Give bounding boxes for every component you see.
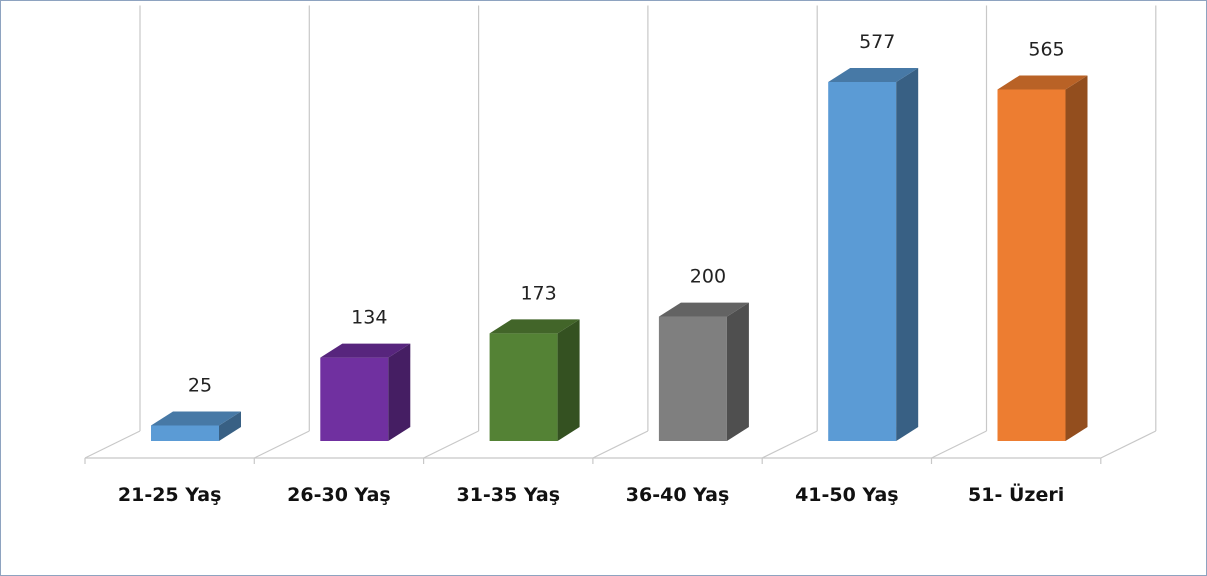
bar-side bbox=[1065, 75, 1088, 442]
bar-side bbox=[557, 319, 580, 441]
bar-front[interactable] bbox=[997, 89, 1066, 442]
x-tick-label: 51- Üzeri bbox=[968, 482, 1064, 506]
x-tick-label: 26-30 Yaş bbox=[287, 484, 391, 506]
bar-side bbox=[896, 68, 919, 441]
bar-top bbox=[489, 319, 580, 334]
bar-top bbox=[151, 411, 241, 426]
x-tick-label: 31-35 Yaş bbox=[456, 484, 560, 506]
data-label: 577 bbox=[859, 31, 895, 53]
data-label: 200 bbox=[690, 266, 726, 288]
bar-front[interactable] bbox=[658, 316, 727, 441]
data-label: 25 bbox=[188, 374, 212, 396]
bar-front[interactable] bbox=[828, 82, 897, 441]
bar-front[interactable] bbox=[489, 333, 558, 441]
floor-gridline bbox=[423, 430, 479, 459]
x-tick-label: 36-40 Yaş bbox=[626, 484, 730, 506]
bar-top bbox=[658, 302, 749, 317]
bar-side bbox=[219, 411, 241, 441]
bar-front[interactable] bbox=[151, 425, 219, 441]
floor-gridline bbox=[1100, 430, 1157, 459]
bar-top bbox=[320, 343, 411, 358]
data-label: 173 bbox=[520, 282, 556, 304]
floor-gridline bbox=[254, 430, 310, 459]
floor-gridline bbox=[761, 430, 818, 459]
bar-side bbox=[388, 343, 411, 441]
bar-front[interactable] bbox=[320, 357, 389, 441]
x-tick-label: 21-25 Yaş bbox=[118, 484, 222, 506]
bar-top bbox=[997, 75, 1088, 90]
floor-gridline bbox=[931, 430, 987, 459]
data-label: 565 bbox=[1028, 38, 1064, 60]
x-tick-label: 41-50 Yaş bbox=[795, 484, 899, 506]
floor-gridline bbox=[592, 430, 649, 459]
floor-gridline bbox=[84, 430, 141, 459]
bar-side bbox=[726, 302, 749, 441]
bar-top bbox=[828, 68, 919, 82]
data-label: 134 bbox=[351, 307, 387, 329]
